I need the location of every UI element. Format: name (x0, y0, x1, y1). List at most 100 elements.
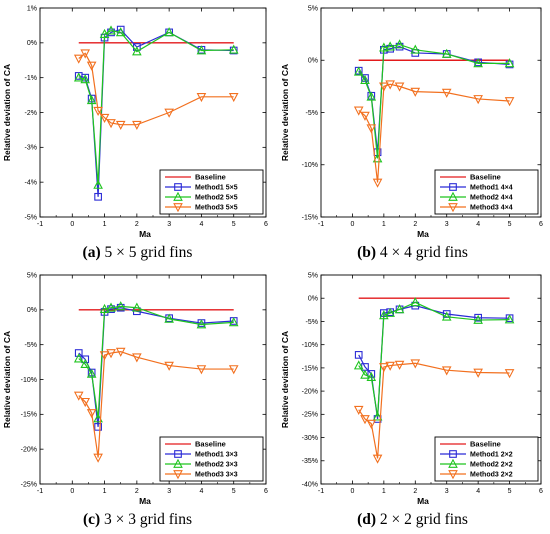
data-point (115, 120, 126, 130)
data-point (410, 87, 421, 97)
x-tick-label: 5 (232, 488, 236, 495)
y-tick-label: -3% (25, 145, 37, 152)
y-tick-label: -5% (306, 110, 318, 117)
y-tick-label: -25% (21, 481, 37, 488)
x-tick-label: 1 (382, 488, 386, 495)
panel-d: -1 0 1 2 3 4 5 6 5% 0% -5% -10% -15% -20% -25% -30% -35%… (275, 267, 550, 534)
series-method3 (73, 49, 239, 130)
x-tick-label: -1 (37, 221, 43, 228)
caption-tag: (d) (357, 511, 377, 528)
legend-label: Method2 3×3 (195, 462, 238, 469)
data-point (132, 120, 142, 130)
data-point (229, 46, 238, 55)
y-tick-label: -10% (302, 342, 318, 349)
data-point (106, 119, 116, 129)
y-tick-label: -15% (302, 365, 318, 372)
data-point (360, 415, 370, 425)
data-point (196, 45, 207, 55)
x-axis-label: Ma (139, 496, 151, 506)
x-tick-label: 5 (508, 488, 512, 495)
caption-d: (d) 2 × 2 grid fins (275, 508, 550, 532)
data-point (366, 91, 377, 101)
y-tick-label: 0% (27, 40, 37, 47)
legend-swatch-marker (448, 203, 458, 213)
y-tick-label: -5% (25, 214, 37, 221)
data-point (441, 366, 452, 376)
data-point (354, 351, 363, 359)
data-point (196, 319, 207, 329)
x-tick-label: 5 (232, 221, 236, 228)
data-point (379, 363, 389, 373)
x-axis-label: Ma (139, 229, 151, 239)
data-point (93, 179, 103, 189)
data-point (164, 313, 174, 323)
data-point (360, 74, 370, 84)
x-tick-label: -1 (318, 221, 324, 228)
data-point (385, 80, 395, 90)
x-tick-label: 5 (508, 221, 512, 228)
data-point (379, 82, 389, 92)
series-line (358, 83, 510, 183)
legend-label: Baseline (470, 440, 501, 449)
x-tick-label: 0 (70, 488, 74, 495)
y-tick-label: -15% (21, 412, 37, 419)
legend-label: Method2 5×5 (195, 195, 238, 202)
x-tick-label: 2 (413, 221, 417, 228)
legend-label: Method1 5×5 (195, 185, 238, 192)
data-point (394, 39, 405, 49)
data-point (360, 369, 370, 379)
data-point (366, 419, 377, 429)
data-point (379, 42, 389, 52)
data-point (93, 106, 103, 117)
data-point (410, 44, 421, 54)
y-tick-label: 0% (27, 307, 37, 314)
data-point (394, 304, 405, 314)
data-point (74, 349, 83, 357)
data-point (99, 113, 110, 124)
y-tick-label: 5% (308, 272, 318, 279)
data-point (196, 365, 207, 375)
caption-text: 2 × 2 grid fins (379, 511, 468, 528)
y-tick-label: -5% (25, 342, 37, 349)
data-point (366, 124, 377, 134)
y-tick-label: 5% (27, 272, 37, 279)
data-point (132, 302, 142, 312)
series-method2 (353, 39, 515, 163)
x-tick-label: 3 (445, 221, 449, 228)
data-point (410, 297, 421, 307)
panel-c: -1 0 1 2 3 4 5 6 5% 0% -5% -10% -15% -20% -25% Ma Relati… (0, 267, 275, 534)
data-point (372, 454, 383, 464)
y-tick-label: -2% (25, 110, 37, 117)
data-point (73, 72, 84, 82)
data-point (353, 66, 364, 76)
data-point (473, 314, 483, 324)
y-axis-label: Relative deviation of CA (280, 64, 290, 161)
data-point (504, 58, 515, 68)
data-point (379, 310, 389, 320)
legend: Baseline Method1 3×3 Method2 3×3 Method3 3×… (159, 436, 264, 482)
caption-text: 4 × 4 grid fins (379, 244, 468, 261)
legend-swatch-marker (449, 450, 457, 458)
data-point (106, 302, 116, 312)
legend-swatch-marker (173, 203, 183, 213)
x-tick-label: 0 (70, 221, 74, 228)
data-point (385, 361, 395, 371)
data-point (164, 361, 174, 371)
x-tick-label: 6 (539, 221, 543, 228)
data-point (473, 368, 483, 378)
series-method3 (353, 80, 515, 188)
y-tick-label: -1% (25, 75, 37, 82)
x-tick-label: 4 (199, 488, 203, 495)
legend-swatch-marker (173, 470, 183, 480)
data-point (86, 368, 97, 378)
y-tick-label: -10% (21, 377, 37, 384)
data-point (504, 369, 515, 379)
x-tick-label: 1 (103, 488, 107, 495)
x-tick-label: 6 (264, 221, 268, 228)
data-point (441, 88, 452, 98)
chart-svg-b: -1 0 1 2 3 4 5 6 5% 0% -5% -10% -15% Ma Relative devia… (280, 5, 543, 239)
legend-label: Method3 2×2 (470, 472, 513, 479)
x-tick-label: 4 (199, 221, 203, 228)
legend-swatch-marker (173, 458, 183, 468)
data-point (360, 111, 370, 121)
